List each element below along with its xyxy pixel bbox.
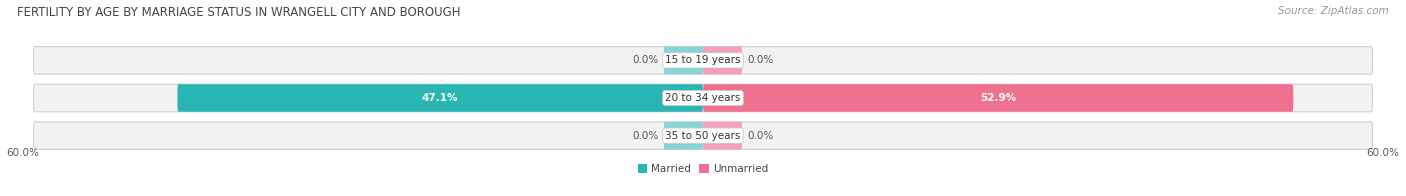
Text: 0.0%: 0.0%	[633, 55, 658, 65]
Text: 0.0%: 0.0%	[633, 131, 658, 141]
FancyBboxPatch shape	[664, 47, 703, 74]
FancyBboxPatch shape	[703, 84, 1294, 112]
FancyBboxPatch shape	[703, 122, 742, 149]
FancyBboxPatch shape	[34, 122, 1372, 149]
FancyBboxPatch shape	[664, 122, 703, 149]
Text: 35 to 50 years: 35 to 50 years	[665, 131, 741, 141]
Text: 60.0%: 60.0%	[7, 148, 39, 158]
FancyBboxPatch shape	[34, 84, 1372, 112]
Text: 0.0%: 0.0%	[748, 55, 773, 65]
Text: FERTILITY BY AGE BY MARRIAGE STATUS IN WRANGELL CITY AND BOROUGH: FERTILITY BY AGE BY MARRIAGE STATUS IN W…	[17, 6, 460, 19]
FancyBboxPatch shape	[703, 47, 742, 74]
Legend: Married, Unmarried: Married, Unmarried	[634, 160, 772, 178]
Text: 0.0%: 0.0%	[748, 131, 773, 141]
Text: Source: ZipAtlas.com: Source: ZipAtlas.com	[1278, 6, 1389, 16]
Text: 52.9%: 52.9%	[980, 93, 1017, 103]
Text: 47.1%: 47.1%	[422, 93, 458, 103]
Text: 60.0%: 60.0%	[1367, 148, 1399, 158]
Text: 20 to 34 years: 20 to 34 years	[665, 93, 741, 103]
Text: 15 to 19 years: 15 to 19 years	[665, 55, 741, 65]
FancyBboxPatch shape	[177, 84, 703, 112]
FancyBboxPatch shape	[34, 47, 1372, 74]
